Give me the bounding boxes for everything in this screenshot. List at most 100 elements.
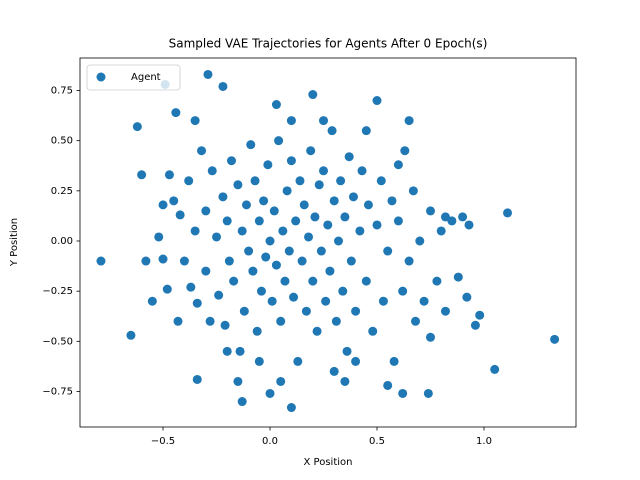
scatter-point [475, 310, 485, 320]
y-tick-label: 0.75 [51, 86, 73, 97]
scatter-point [310, 212, 320, 222]
scatter-point [423, 388, 433, 398]
scatter-point [329, 366, 339, 376]
scatter-point [329, 196, 339, 206]
scatter-point [220, 320, 230, 330]
scatter-point [222, 346, 232, 356]
scatter-point [351, 356, 361, 366]
scatter-point [378, 296, 388, 306]
y-tick-label: −0.50 [42, 336, 73, 347]
scatter-point [333, 236, 343, 246]
scatter-point [338, 286, 348, 296]
scatter-point [126, 330, 136, 340]
scatter-point [319, 116, 329, 126]
x-tick-label: 1.0 [476, 436, 492, 447]
scatter-point [344, 152, 354, 162]
scatter-point [158, 200, 168, 210]
scatter-point [393, 216, 403, 226]
scatter-point [308, 90, 318, 100]
scatter-point [256, 286, 266, 296]
scatter-point [321, 296, 331, 306]
scatter-point [436, 226, 446, 236]
scatter-point [346, 256, 356, 266]
scatter-point [96, 256, 106, 266]
scatter-point [464, 220, 474, 230]
scatter-point [192, 298, 202, 308]
scatter-point [447, 216, 457, 226]
scatter-point [289, 292, 299, 302]
scatter-point [458, 212, 468, 222]
scatter-point [229, 276, 239, 286]
scatter-point [141, 256, 151, 266]
scatter-point [376, 176, 386, 186]
scatter-point [162, 284, 172, 294]
scatter-point [278, 226, 288, 236]
plot-frame [79, 57, 577, 428]
scatter-point [269, 206, 279, 216]
scatter-point [425, 332, 435, 342]
scatter-point [239, 306, 249, 316]
scatter-point [503, 208, 513, 218]
scatter-point [293, 356, 303, 366]
scatter-point [372, 220, 382, 230]
scatter-point [212, 232, 222, 242]
scatter-point [241, 200, 251, 210]
chart-title: Sampled VAE Trajectories for Agents Afte… [169, 37, 488, 51]
scatter-point [274, 136, 284, 146]
scatter-point [254, 356, 264, 366]
scatter-point [398, 286, 408, 296]
scatter-point [186, 282, 196, 292]
scatter-point [284, 246, 294, 256]
scatter-point [286, 156, 296, 166]
x-axis-label: X Position [304, 457, 353, 468]
legend-label: Agent [131, 72, 161, 83]
scatter-point [314, 180, 324, 190]
scatter-point [415, 236, 425, 246]
scatter-point [173, 316, 183, 326]
scatter-point [432, 276, 442, 286]
scatter-point [248, 266, 258, 276]
scatter-point [470, 320, 480, 330]
scatter-point [207, 166, 217, 176]
scatter-point [306, 146, 316, 156]
legend-box [86, 64, 181, 91]
scatter-point [361, 126, 371, 136]
scatter-point [398, 388, 408, 398]
scatter-point [389, 356, 399, 366]
scatter-point [169, 196, 179, 206]
y-tick-label: 0.00 [51, 236, 73, 247]
scatter-point [276, 376, 286, 386]
scatter-point [175, 210, 185, 220]
scatter-point [237, 397, 247, 407]
scatter-point [361, 276, 371, 286]
scatter-point [265, 388, 275, 398]
scatter-point [218, 81, 228, 91]
scatter-point [351, 306, 361, 316]
scatter-point [368, 326, 378, 336]
scatter-point [372, 96, 382, 106]
scatter-point [254, 216, 264, 226]
scatter-point [336, 176, 346, 186]
scatter-point [235, 346, 245, 356]
scatter-point [295, 176, 305, 186]
scatter-point [271, 260, 281, 270]
scatter-point [147, 296, 157, 306]
scatter-point [154, 232, 164, 242]
scatter-point [312, 326, 322, 336]
scatter-point [425, 206, 435, 216]
scatter-point [197, 146, 207, 156]
scatter-point [282, 186, 292, 196]
scatter-point [244, 246, 254, 256]
scatter-point [490, 364, 500, 374]
scatter-point [440, 212, 450, 222]
scatter-point [440, 306, 450, 316]
x-tick-label: 0.0 [262, 436, 278, 447]
y-axis-label: Y Position [9, 218, 20, 267]
scatter-point [331, 316, 341, 326]
scatter-point [201, 206, 211, 216]
scatter-point [267, 296, 277, 306]
scatter-point [301, 306, 311, 316]
legend-marker [96, 72, 106, 82]
scatter-point [184, 176, 194, 186]
